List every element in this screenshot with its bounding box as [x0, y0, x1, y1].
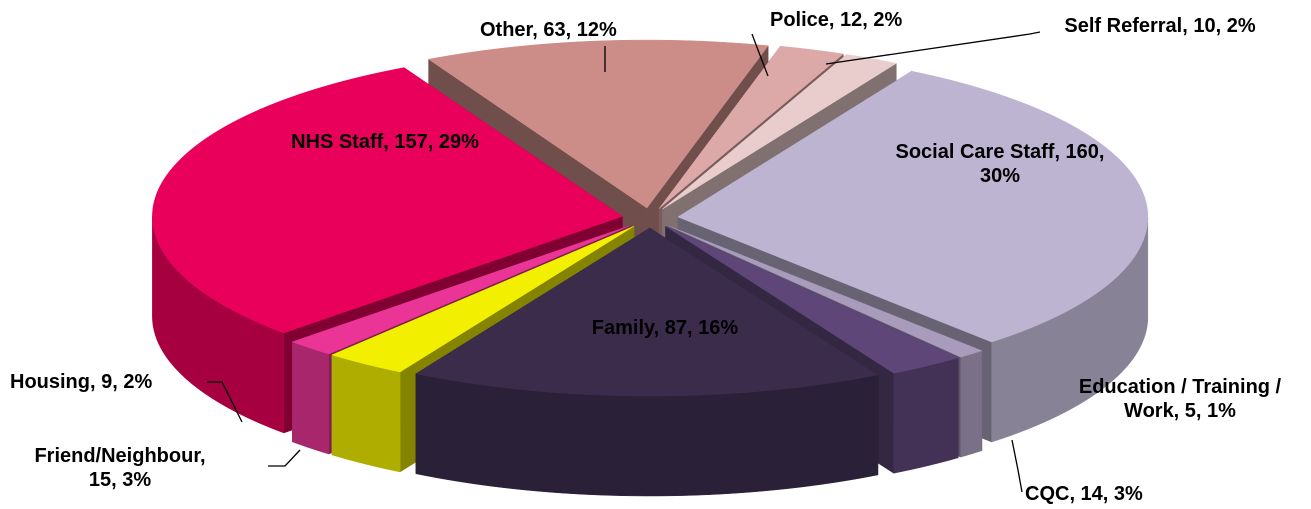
leader-line — [268, 449, 301, 467]
slice-top — [152, 67, 623, 334]
data-label: Housing, 9, 2% — [10, 371, 153, 393]
slice-top — [415, 227, 879, 397]
data-label: Social Care Staff, 160, 30% — [895, 141, 1105, 187]
data-label: Self Referral, 10, 2% — [1064, 15, 1256, 37]
leader-line — [1011, 439, 1023, 493]
slice-top — [658, 45, 844, 209]
slice-side — [960, 350, 983, 458]
data-label: Family, 87, 16% — [591, 317, 739, 339]
data-label: Friend/Neighbour, 15, 3% — [34, 445, 206, 491]
slice-top — [662, 54, 898, 210]
slice-top — [665, 226, 959, 374]
data-label: NHS Staff, 157, 29% — [291, 131, 479, 153]
leader-line — [207, 381, 243, 423]
slice-side — [292, 341, 330, 455]
slice-top — [667, 225, 983, 358]
slices — [152, 39, 1149, 497]
slice-top — [427, 39, 769, 209]
slice-top — [331, 225, 635, 373]
data-label: Education / Training / Work, 5, 1% — [1078, 376, 1282, 422]
data-label: Other, 63, 12% — [480, 19, 617, 41]
data-label: CQC, 14, 3% — [1025, 483, 1143, 505]
data-label: Police, 12, 2% — [770, 9, 903, 31]
leader-line — [751, 33, 769, 77]
slice-top — [291, 225, 631, 355]
leader-lines — [207, 31, 1041, 493]
leader-line — [825, 31, 1041, 65]
slice-side — [893, 357, 959, 474]
slice-side — [331, 354, 401, 473]
slice — [415, 227, 879, 497]
slice-top — [677, 70, 1149, 343]
